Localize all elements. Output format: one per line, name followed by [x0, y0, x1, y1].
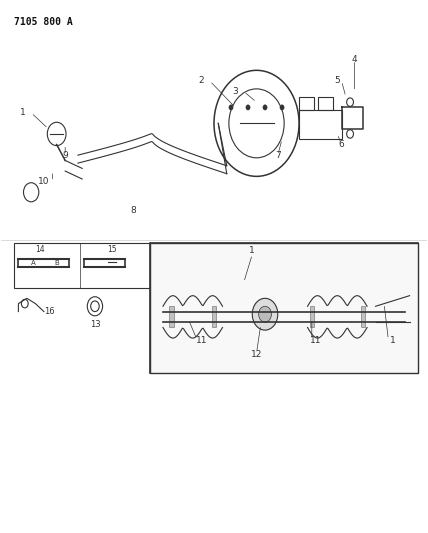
Bar: [14, 243, 155, 288]
Bar: [150, 243, 418, 373]
Circle shape: [229, 105, 233, 110]
Text: 7: 7: [275, 151, 281, 160]
Bar: [361, 306, 365, 327]
Text: 9: 9: [62, 151, 68, 160]
Circle shape: [252, 298, 278, 330]
Text: B: B: [54, 260, 59, 266]
Text: 13: 13: [89, 319, 100, 328]
Text: 11: 11: [310, 336, 322, 345]
Text: 1: 1: [20, 108, 26, 117]
Bar: [299, 97, 314, 110]
Text: 12: 12: [251, 350, 262, 359]
Bar: [299, 110, 342, 139]
Text: 15: 15: [107, 245, 117, 254]
Text: A: A: [31, 260, 36, 266]
Text: 2: 2: [199, 76, 204, 85]
Text: 10: 10: [38, 177, 50, 186]
Bar: [150, 243, 418, 373]
Text: 8: 8: [131, 206, 136, 215]
Text: 1: 1: [390, 336, 395, 345]
Text: 11: 11: [196, 336, 207, 345]
Bar: [310, 306, 314, 327]
Text: 5: 5: [334, 76, 340, 85]
Text: 16: 16: [44, 307, 54, 316]
Text: 7105 800 A: 7105 800 A: [14, 17, 73, 27]
Circle shape: [280, 105, 284, 110]
Text: 1: 1: [250, 246, 255, 255]
Circle shape: [246, 105, 250, 110]
Text: 3: 3: [232, 87, 238, 96]
Bar: [150, 243, 418, 373]
Circle shape: [263, 105, 267, 110]
Bar: [169, 306, 174, 327]
Text: 4: 4: [351, 55, 357, 64]
Text: 14: 14: [35, 245, 45, 254]
Circle shape: [259, 306, 271, 322]
Bar: [212, 306, 216, 327]
Bar: [318, 97, 333, 110]
Text: 6: 6: [339, 140, 345, 149]
